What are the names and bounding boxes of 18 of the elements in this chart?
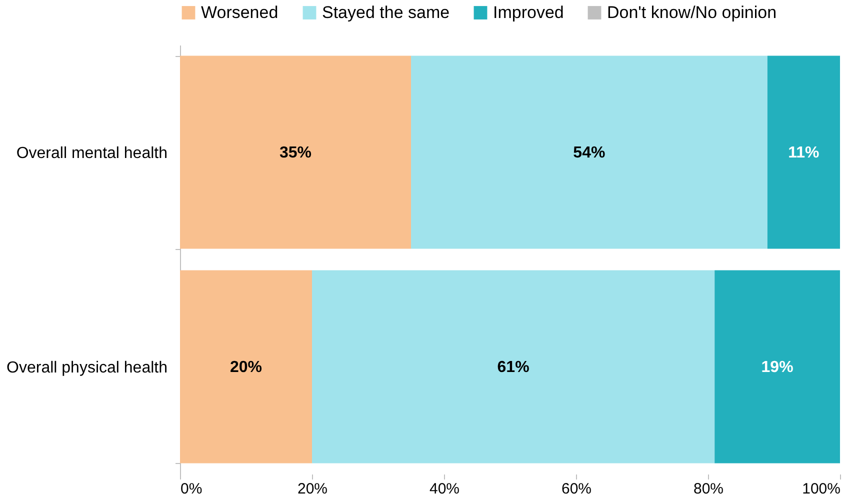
data-label: 19% bbox=[761, 358, 794, 376]
data-label: 20% bbox=[230, 358, 262, 376]
x-tick-label: 20% bbox=[297, 480, 328, 498]
data-label: 61% bbox=[497, 358, 530, 376]
x-tick-label: 40% bbox=[429, 480, 460, 498]
legend-label: Worsened bbox=[201, 2, 278, 22]
legend-label: Stayed the same bbox=[322, 2, 450, 22]
y-tick-label: Overall mental health bbox=[16, 144, 168, 162]
x-tick-label: 0% bbox=[180, 480, 202, 498]
y-tick-label: Overall physical health bbox=[6, 359, 168, 376]
data-label: 35% bbox=[279, 144, 312, 162]
data-label: 54% bbox=[573, 144, 606, 162]
x-tick-label: 60% bbox=[561, 480, 592, 498]
legend-label: Improved bbox=[493, 2, 564, 22]
x-tick-label: 80% bbox=[693, 480, 724, 498]
data-label: 11% bbox=[788, 144, 820, 162]
x-tick-label: 100% bbox=[802, 480, 840, 498]
legend-label: Don't know/No opinion bbox=[607, 2, 777, 22]
